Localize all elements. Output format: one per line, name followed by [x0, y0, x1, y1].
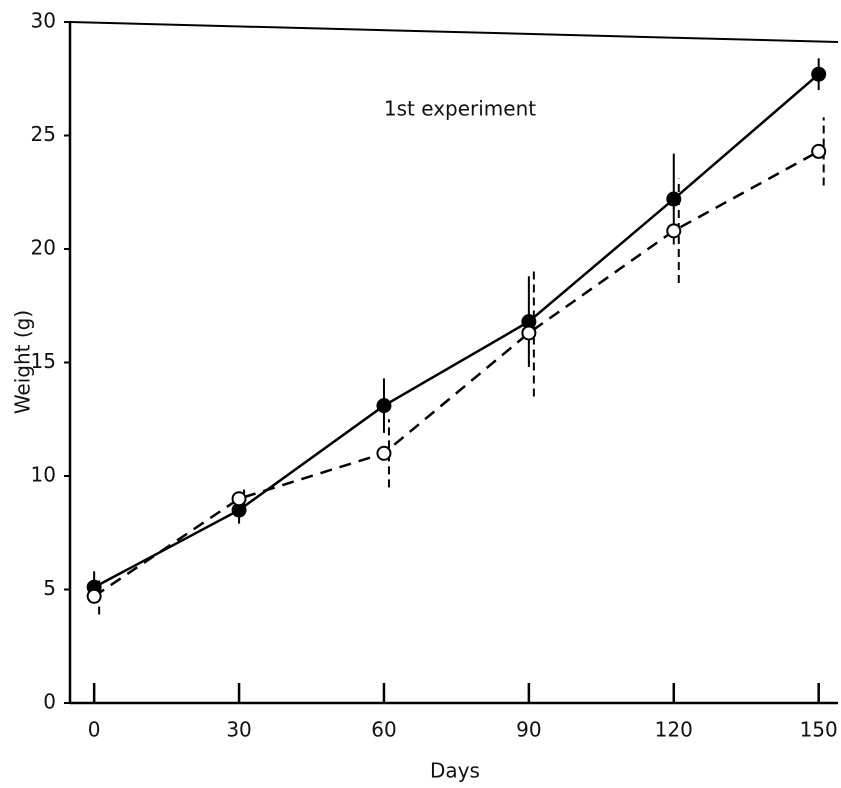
marker	[811, 66, 827, 82]
y-tick-label: 15	[31, 349, 56, 373]
marker	[521, 325, 537, 341]
marker	[666, 191, 682, 207]
x-tick-label: 150	[800, 718, 838, 742]
y-tick-label: 0	[43, 690, 56, 714]
series-line	[93, 73, 820, 589]
x-tick-label: 0	[88, 718, 101, 742]
series-line	[93, 150, 820, 598]
y-tick-label: 20	[31, 236, 56, 260]
y-tick-label: 25	[31, 122, 56, 146]
y-axis-label: Weight (g)	[11, 310, 35, 414]
y-tick-label: 5	[43, 576, 56, 600]
x-axis-label: Days	[430, 759, 480, 783]
x-tick-label: 60	[371, 718, 396, 742]
marker	[666, 223, 682, 239]
x-tick-label: 120	[655, 718, 693, 742]
x-tick-label: 90	[516, 718, 541, 742]
marker	[231, 491, 247, 507]
y-tick-label: 10	[31, 463, 56, 487]
marker	[86, 588, 102, 604]
annotation: 1st experiment	[384, 97, 536, 121]
y-tick-label: 30	[31, 9, 56, 33]
marker	[811, 143, 827, 159]
x-tick-label: 30	[226, 718, 251, 742]
frame-top	[69, 21, 839, 43]
marker	[376, 398, 392, 414]
marker	[376, 445, 392, 461]
